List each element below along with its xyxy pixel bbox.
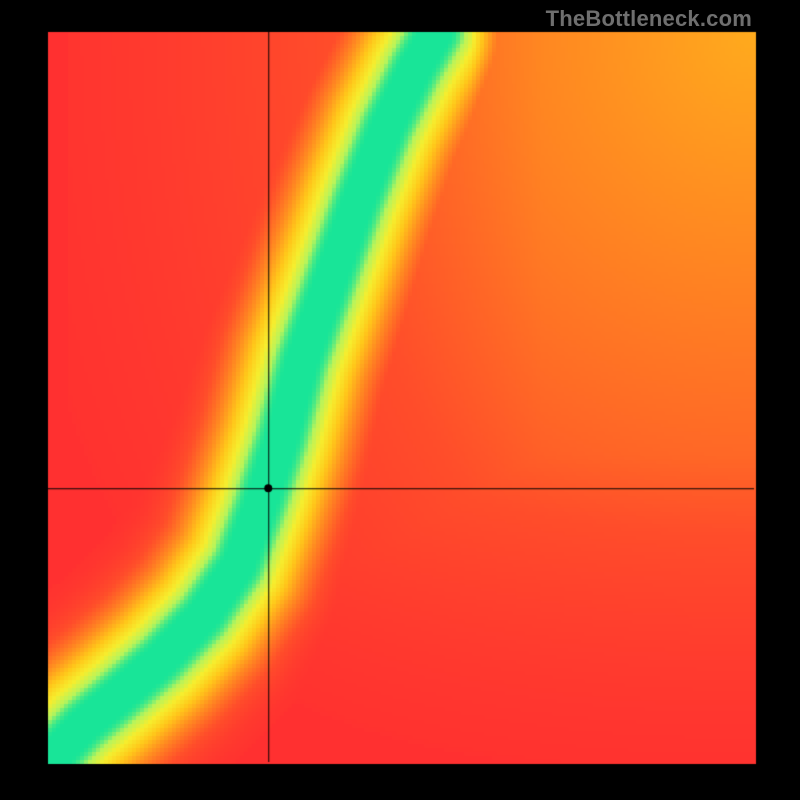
watermark-text: TheBottleneck.com [546,6,752,32]
chart-container: TheBottleneck.com [0,0,800,800]
heatmap-canvas [0,0,800,800]
